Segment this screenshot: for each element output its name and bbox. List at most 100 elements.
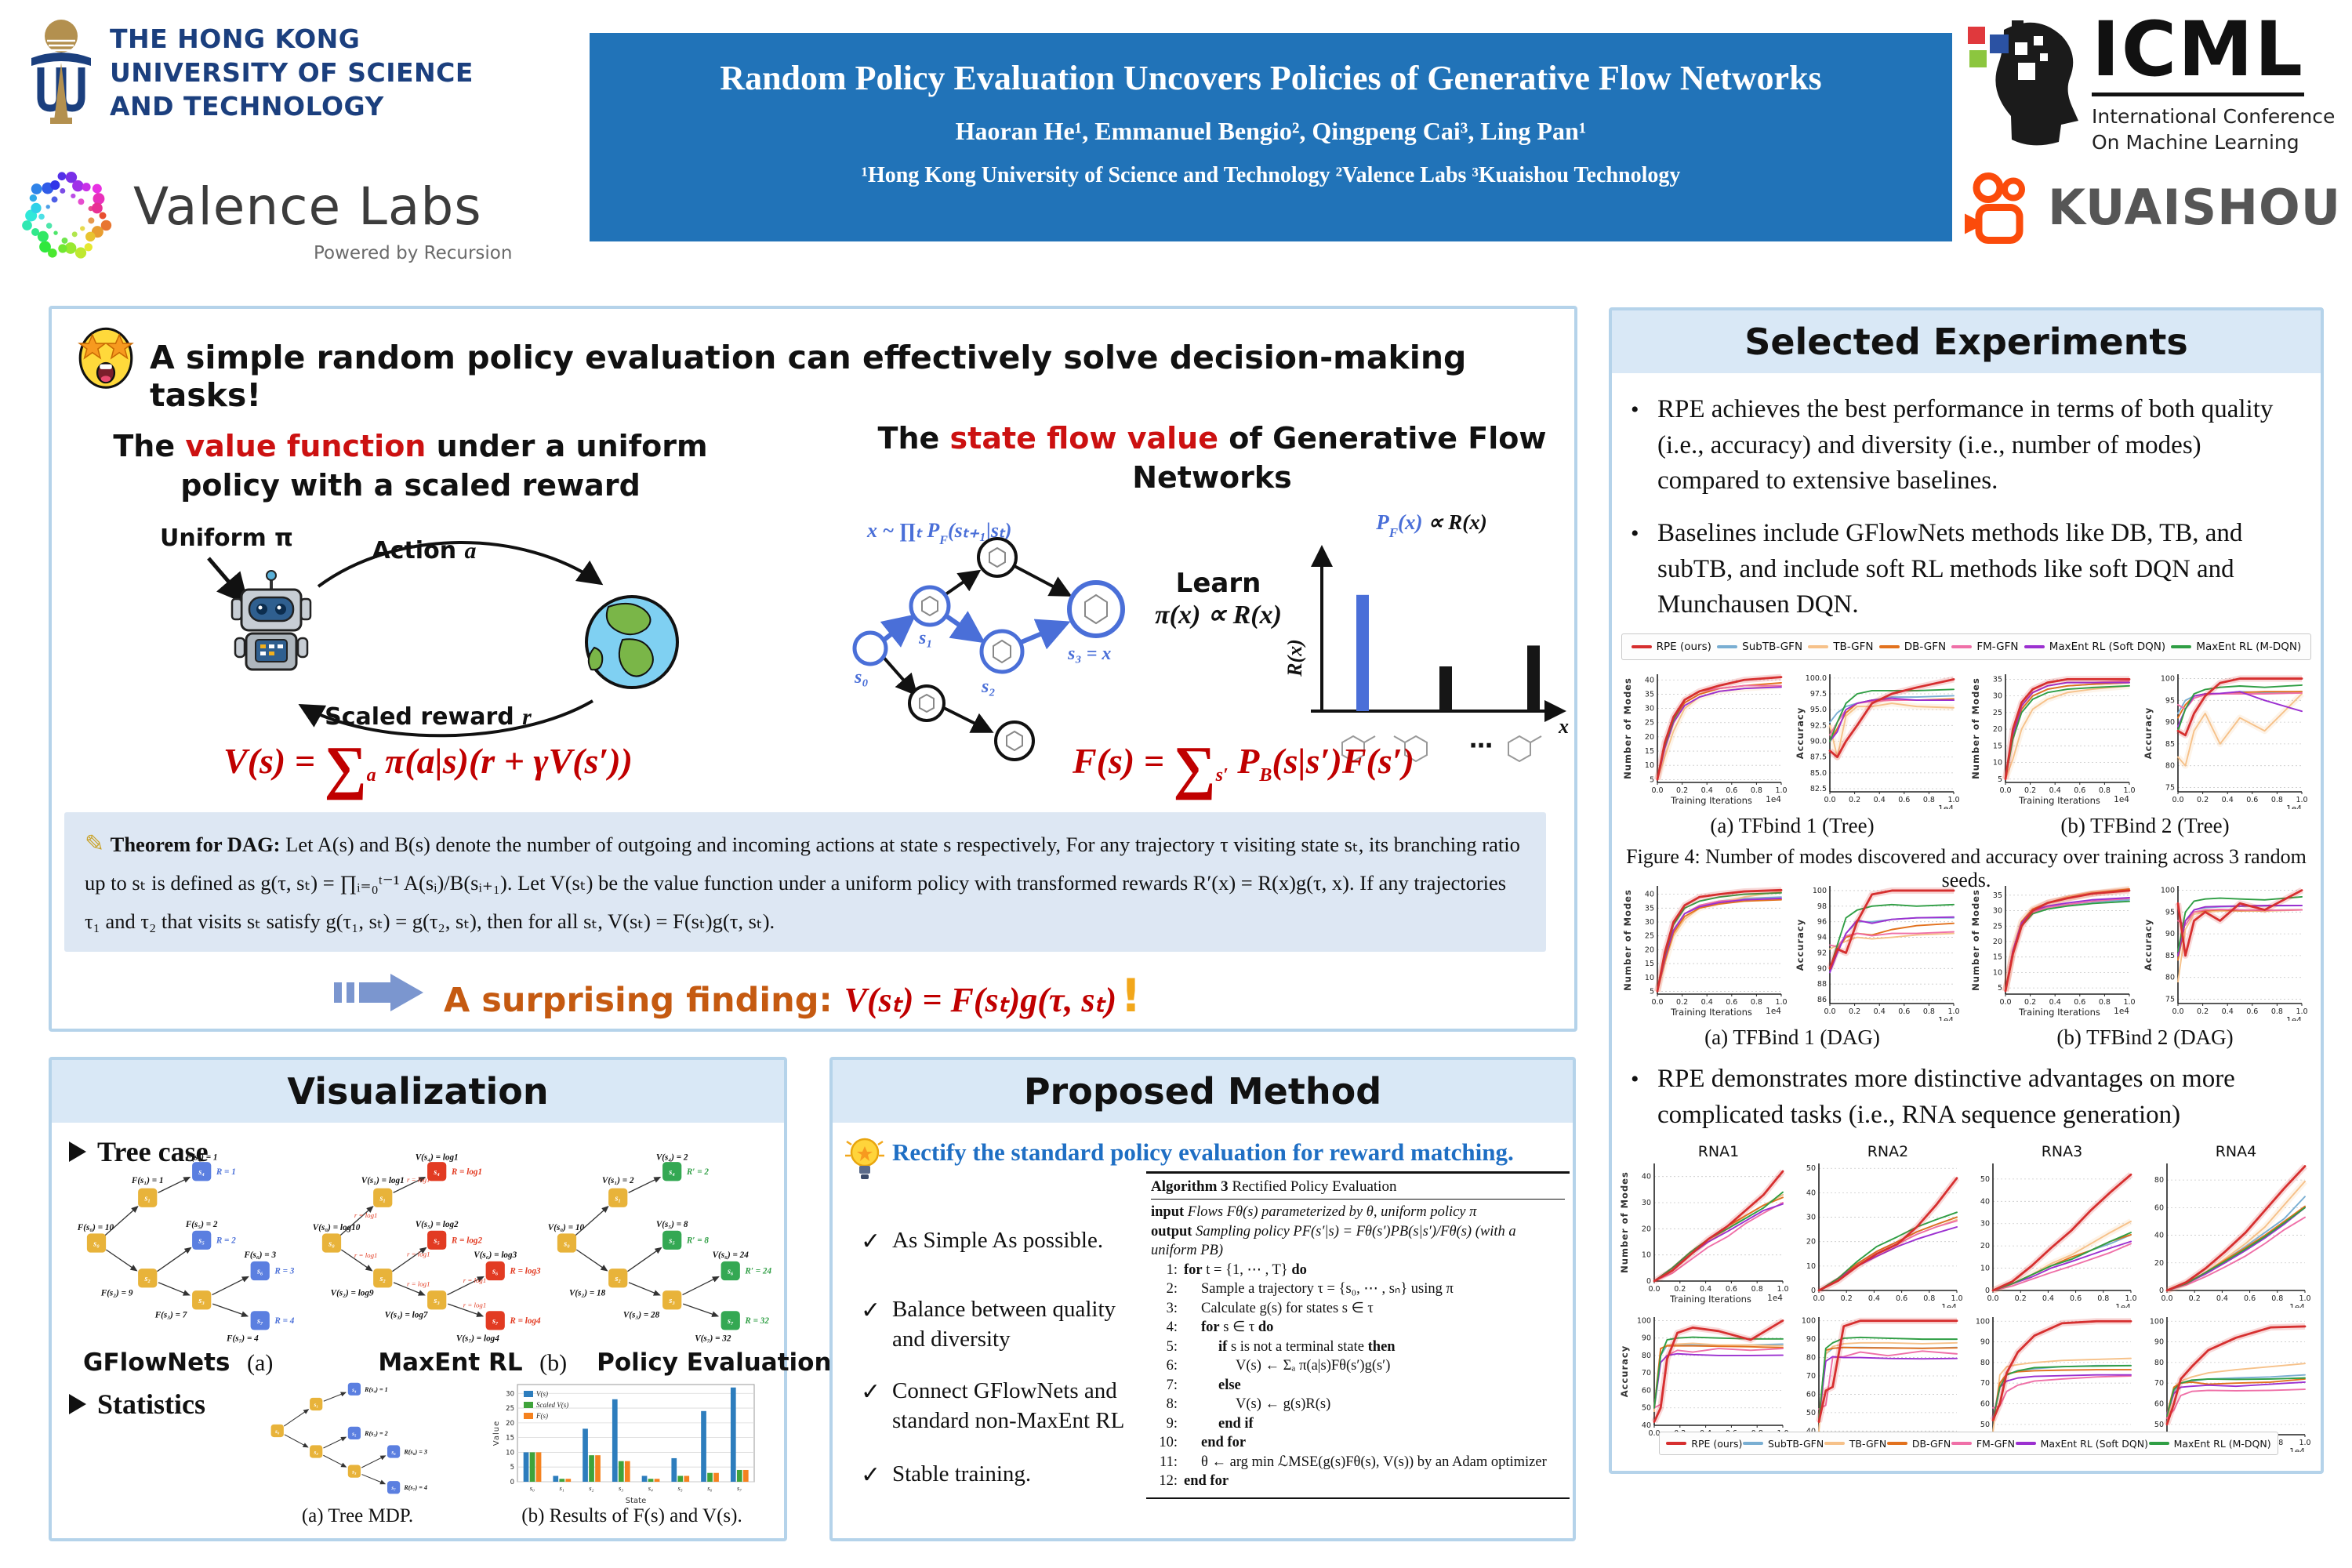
svg-text:R = 3: R = 3 (274, 1267, 294, 1276)
svg-text:20: 20 (1806, 1238, 1816, 1247)
scaled-reward-label: Scaled reward r (325, 703, 532, 731)
svg-text:s₂: s₂ (143, 1275, 151, 1283)
svg-text:0.6: 0.6 (1898, 796, 1910, 804)
svg-text:80: 80 (2154, 1176, 2164, 1185)
svg-text:s₄: s₄ (351, 1386, 357, 1393)
caption-dag-b: (b) TFBind 2 (DAG) (2056, 1025, 2234, 1049)
svg-text:s₁: s₁ (313, 1401, 318, 1408)
svg-text:V(s₅) = log2: V(s₅) = log2 (416, 1220, 459, 1229)
svg-text:R′ = 2: R′ = 2 (686, 1167, 710, 1177)
hkust-wordmark: THE HONG KONG UNIVERSITY OF SCIENCE AND … (110, 22, 474, 123)
svg-text:1.0: 1.0 (2299, 1439, 2310, 1447)
svg-text:70: 70 (1980, 1379, 1990, 1388)
svg-text:V(s₀) = log10: V(s₀) = log10 (313, 1223, 361, 1232)
svg-text:0.8: 0.8 (2271, 796, 2283, 804)
algorithm-line-1: 1: for t = {1, ⋯ , T} do (1166, 1261, 1307, 1278)
rna3-modes-chart: RNA3 0 10 20 30 40 50 0.0 0.2 0.4 0.6 0.8 1.0 1e4 (1966, 1143, 2137, 1312)
svg-text:1.0: 1.0 (2125, 1294, 2136, 1303)
svg-text:75: 75 (2165, 783, 2175, 792)
svg-text:10: 10 (506, 1449, 514, 1457)
svg-text:s₆: s₆ (727, 1268, 734, 1276)
svg-text:R = log4: R = log4 (509, 1316, 541, 1326)
svg-text:100: 100 (1637, 1316, 1651, 1325)
figure4-caption: Figure 4: Number of modes discovered and… (1626, 845, 2307, 891)
algorithm-input: input Flows Fθ(s) parameterized by θ, un… (1151, 1204, 1477, 1220)
svg-text:0.0: 0.0 (2161, 1294, 2172, 1303)
svg-text:s₁: s₁ (379, 1195, 386, 1203)
svg-text:25: 25 (1645, 932, 1654, 941)
theorem-box: ✎ Theorem for DAG: Let A(s) and B(s) den… (64, 812, 1546, 952)
check-connect: ✓ Connect GFlowNets and standard non-MaxE… (861, 1378, 1125, 1433)
algorithm-line-7: 7: else (1166, 1377, 1241, 1393)
svg-text:1.0: 1.0 (1951, 1294, 1962, 1303)
highlight-panel: A simple random policy evaluation can ef… (49, 306, 1577, 1032)
svg-text:50: 50 (1806, 1409, 1816, 1417)
svg-text:r = log1: r = log1 (463, 1276, 487, 1284)
svg-text:s₄: s₄ (198, 1168, 205, 1177)
svg-text:20: 20 (1645, 733, 1654, 742)
svg-text:RNA1: RNA1 (1698, 1143, 1740, 1160)
hkust-line2: UNIVERSITY OF SCIENCE (110, 57, 474, 88)
svg-text:15: 15 (1993, 953, 2002, 962)
legend-label-db: DB-GFN (1911, 1437, 1951, 1450)
legend-swatch-soft (2015, 1442, 2036, 1445)
method-title: Proposed Method (1023, 1070, 1382, 1112)
svg-text:60: 60 (1642, 1386, 1651, 1395)
svg-text:s₇: s₇ (390, 1484, 396, 1491)
finding-arrow-icon (332, 972, 426, 1013)
svg-text:90: 90 (1980, 1338, 1990, 1347)
svg-text:0: 0 (1811, 1287, 1816, 1295)
svg-text:0.6: 0.6 (1896, 1294, 1907, 1303)
svg-text:V(s₆) = log3: V(s₆) = log3 (474, 1250, 517, 1260)
svg-text:s₆: s₆ (707, 1484, 712, 1492)
svg-text:0: 0 (510, 1479, 514, 1486)
svg-text:V(s₄) = log1: V(s₄) = log1 (416, 1152, 459, 1162)
svg-text:0.4: 0.4 (1701, 998, 1713, 1007)
svg-text:100: 100 (1802, 1317, 1816, 1326)
tree-mdp-figure: s₀ s₁ s₂ s₄ s₅ s₃ s₆ s₇ R(s₄) = 1 R(s₅) = 2 R(s₆) … (232, 1380, 467, 1501)
svg-text:70: 70 (1642, 1369, 1651, 1377)
svg-text:F(s₅) = 2: F(s₅) = 2 (185, 1220, 218, 1229)
svg-text:90: 90 (1817, 964, 1827, 973)
svg-text:s₂: s₂ (614, 1275, 621, 1283)
svg-text:s₅: s₅ (351, 1430, 357, 1437)
svg-text:10: 10 (1642, 1251, 1651, 1260)
svg-text:20: 20 (506, 1420, 514, 1428)
svg-text:V(s₆) = 24: V(s₆) = 24 (713, 1250, 750, 1260)
svg-text:0: 0 (1985, 1287, 1990, 1295)
svg-text:70: 70 (1806, 1372, 1816, 1381)
check-icon: ✓ (861, 1229, 881, 1254)
legend-label-mdqn: MaxEnt RL (M-DQN) (2173, 1437, 2271, 1450)
svg-text:s₃: s₃ (198, 1297, 205, 1305)
svg-text:75: 75 (2165, 995, 2175, 1004)
svg-text:0.2: 0.2 (2015, 1294, 2027, 1303)
svg-text:R′ = 8: R′ = 8 (686, 1236, 710, 1246)
svg-text:50: 50 (1980, 1421, 1990, 1429)
svg-text:96: 96 (1817, 918, 1827, 927)
algorithm-line-11: 11: θ ← arg min ℒMSE(g(s)Fθ(s), V(s)) by … (1160, 1454, 1547, 1470)
robot-icon (230, 570, 312, 671)
statistics-section-label: Statistics (69, 1388, 205, 1421)
valence-labs-icon (8, 157, 125, 274)
theorem-body: Let A(s) and B(s) denote the number of o… (85, 833, 1520, 933)
svg-text:Number of Modes: Number of Modes (1970, 889, 1981, 991)
svg-text:1.0: 1.0 (2123, 786, 2135, 795)
legend-swatch-mdqn (2148, 1442, 2169, 1445)
svg-text:s₃: s₃ (351, 1468, 357, 1475)
svg-text:60: 60 (2154, 1203, 2164, 1212)
svg-text:1.0: 1.0 (2296, 796, 2307, 804)
svg-text:20: 20 (2154, 1259, 2164, 1268)
tree-case-section-label: Tree case (69, 1135, 209, 1168)
svg-text:RNA3: RNA3 (2042, 1143, 2083, 1160)
svg-text:0.4: 0.4 (1701, 786, 1713, 795)
svg-text:30: 30 (1993, 907, 2002, 916)
svg-text:1e4: 1e4 (2286, 1016, 2302, 1021)
svg-text:V(s₂) = 18: V(s₂) = 18 (569, 1289, 606, 1298)
svg-text:V(s₄) = 2: V(s₄) = 2 (656, 1152, 688, 1162)
svg-text:0.8: 0.8 (1751, 1285, 1763, 1294)
svg-text:35: 35 (1645, 904, 1654, 913)
svg-text:35: 35 (1645, 690, 1654, 699)
svg-text:Number of Modes: Number of Modes (1970, 677, 1981, 779)
svg-text:15: 15 (1993, 742, 2002, 750)
legend-top: RPE (ours) SubTB-GFN TB-GFN DB-GFN FM-GFN Max… (1621, 633, 2311, 660)
